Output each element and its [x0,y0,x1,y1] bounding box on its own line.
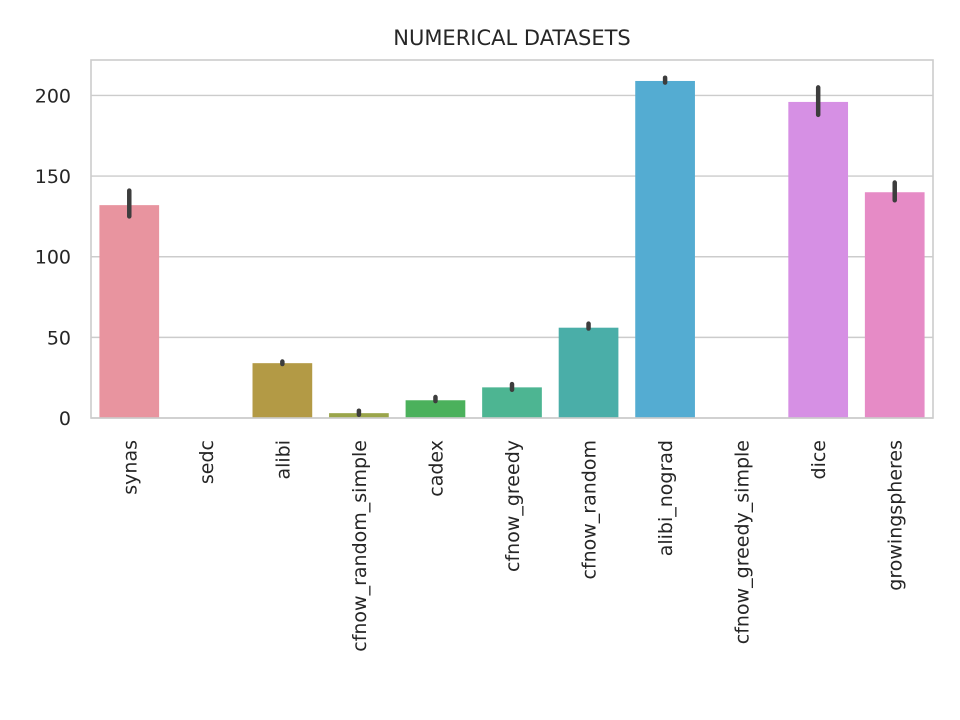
x-tick-label: cfnow_random_simple [349,440,371,652]
x-tick-label: growingspheres [885,440,907,591]
bar-synas [99,205,160,418]
y-tick-label: 50 [47,327,71,349]
y-tick-label: 150 [35,166,71,188]
bar-cadex [405,400,466,418]
y-tick-label: 0 [59,408,71,430]
bar-dice [788,101,849,419]
bar-cfnow-random [558,327,619,418]
x-tick-label: dice [808,440,830,479]
x-tick-label: synas [119,440,141,495]
chart-title: NUMERICAL DATASETS [393,26,631,50]
error-bars [127,75,897,418]
plot-frame [90,59,934,419]
x-tick-label: cfnow_greedy [502,440,524,572]
x-tick-label: cfnow_greedy_simple [732,440,754,644]
x-tick-label: cadex [425,440,447,497]
x-tick-label: alibi_nograd [655,440,677,556]
x-tick-label: cfnow_random [579,440,601,580]
bar-growingspheres [864,192,925,418]
bars [99,80,925,419]
bar-alibi-nograd [635,80,695,419]
y-tick-label: 200 [35,85,71,107]
y-tick-label: 100 [35,247,71,269]
x-axis-ticks: synas sedc alibi cfnow_random_simple cadex cf… [119,440,906,652]
bar-cfnow-greedy [482,387,542,418]
x-tick-label: alibi [272,440,294,480]
y-axis-ticks: 0 50 100 150 200 [35,85,71,430]
bar-alibi [252,363,313,418]
x-tick-label: sedc [196,440,218,484]
